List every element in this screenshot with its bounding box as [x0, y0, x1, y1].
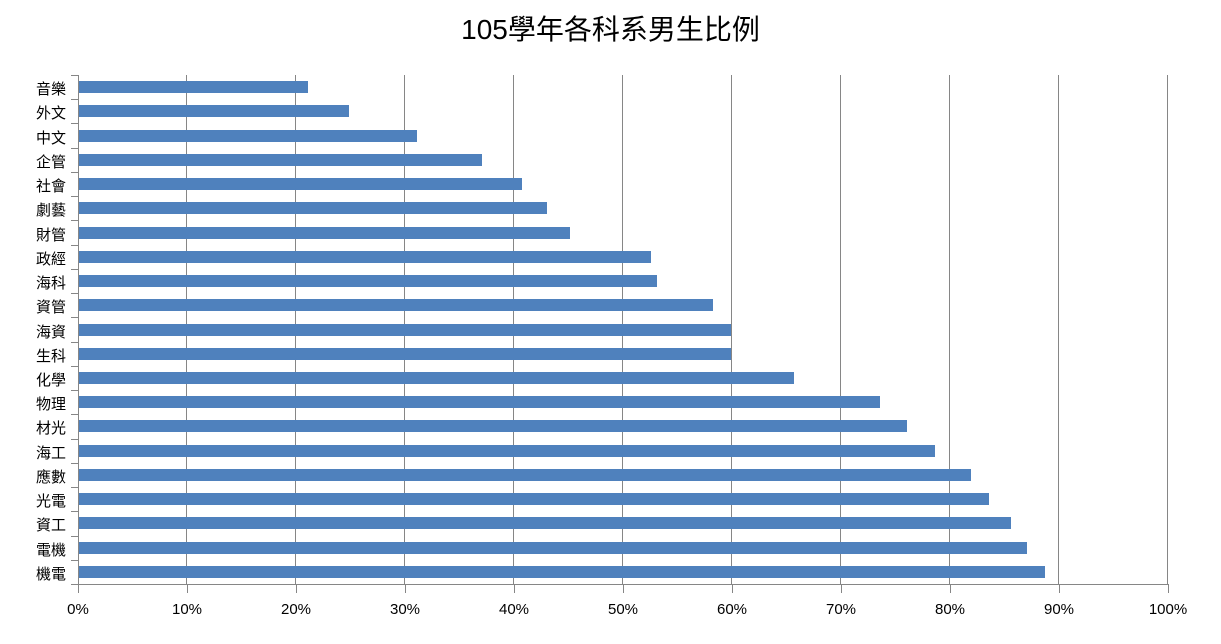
bar-財管	[79, 226, 570, 239]
y-axis-tick	[71, 560, 78, 561]
x-axis-label: 0%	[67, 601, 89, 618]
y-axis-label: 應數	[35, 468, 66, 486]
x-axis-line	[71, 584, 1169, 585]
x-axis-label: 60%	[716, 601, 748, 618]
x-axis-tick	[514, 585, 515, 593]
y-axis-tick	[71, 317, 78, 318]
y-axis-label: 政經	[35, 250, 66, 268]
y-axis-label: 劇藝	[35, 202, 66, 220]
plot-area	[78, 75, 1168, 584]
x-axis-label: 30%	[389, 601, 421, 618]
bar-政經	[79, 250, 652, 263]
y-axis-tick	[71, 414, 78, 415]
bar-中文	[79, 129, 417, 142]
x-axis-label: 100%	[1148, 601, 1188, 618]
gridline	[840, 75, 841, 584]
x-axis-label: 90%	[1043, 601, 1075, 618]
x-axis-tick	[78, 585, 79, 593]
y-axis-tick	[71, 99, 78, 100]
y-axis-tick	[71, 390, 78, 391]
x-axis-tick	[732, 585, 733, 593]
y-axis-label: 社會	[35, 178, 66, 196]
y-axis-label: 資工	[35, 517, 66, 535]
x-axis-label: 50%	[607, 601, 639, 618]
y-axis-tick	[71, 245, 78, 246]
y-axis-tick	[71, 293, 78, 294]
x-axis-label: 40%	[498, 601, 530, 618]
y-axis-tick	[71, 366, 78, 367]
y-axis-tick	[71, 172, 78, 173]
y-axis-label: 企管	[35, 153, 66, 171]
bar-企管	[79, 153, 483, 166]
y-axis-label: 外文	[35, 105, 66, 123]
bar-應數	[79, 468, 971, 481]
x-axis-tick	[405, 585, 406, 593]
x-axis-tick	[1168, 585, 1169, 593]
y-axis-label: 中文	[35, 129, 66, 147]
y-axis-tick	[71, 584, 78, 585]
bar-化學	[79, 371, 795, 384]
bar-光電	[79, 493, 990, 506]
gridline	[731, 75, 732, 584]
y-axis-label: 海資	[35, 323, 66, 341]
y-axis-label: 海工	[35, 444, 66, 462]
bar-劇藝	[79, 202, 547, 215]
gridline	[1167, 75, 1168, 584]
x-axis-label: 70%	[825, 601, 857, 618]
y-axis-tick	[71, 148, 78, 149]
y-axis-label: 光電	[35, 493, 66, 511]
x-axis-tick	[296, 585, 297, 593]
y-axis-tick	[71, 75, 78, 76]
y-axis-label: 電機	[35, 541, 66, 559]
bar-海工	[79, 444, 935, 457]
bar-海資	[79, 323, 731, 336]
y-axis-tick	[71, 123, 78, 124]
x-axis-label: 10%	[171, 601, 203, 618]
y-axis-tick	[71, 342, 78, 343]
bar-海科	[79, 275, 657, 288]
bar-物理	[79, 396, 881, 409]
bar-社會	[79, 178, 522, 191]
y-axis-tick	[71, 511, 78, 512]
y-axis-line	[78, 75, 79, 585]
y-axis-tick	[71, 439, 78, 440]
y-axis-tick	[71, 196, 78, 197]
y-axis-label: 物理	[35, 396, 66, 414]
bar-音樂	[79, 81, 308, 94]
x-axis-label: 20%	[280, 601, 312, 618]
x-axis-label: 80%	[934, 601, 966, 618]
y-axis-label: 機電	[35, 565, 66, 583]
y-axis-label: 財管	[35, 226, 66, 244]
y-axis-label: 資管	[35, 299, 66, 317]
y-axis-label: 海科	[35, 275, 66, 293]
gridline	[949, 75, 950, 584]
y-axis-label: 化學	[35, 371, 66, 389]
y-axis-tick	[71, 536, 78, 537]
y-axis-label: 材光	[35, 420, 66, 438]
y-axis-tick	[71, 463, 78, 464]
x-axis-tick	[187, 585, 188, 593]
x-axis-tick	[950, 585, 951, 593]
bar-電機	[79, 541, 1028, 554]
x-axis-tick	[1059, 585, 1060, 593]
bar-資管	[79, 299, 714, 312]
y-axis-label: 生科	[35, 347, 66, 365]
x-axis-tick	[841, 585, 842, 593]
bar-外文	[79, 105, 350, 118]
x-axis-tick	[623, 585, 624, 593]
bar-材光	[79, 420, 908, 433]
gridline	[1058, 75, 1059, 584]
chart-title: 105學年各科系男生比例	[461, 14, 760, 45]
bar-機電	[79, 565, 1045, 578]
y-axis-label: 音樂	[35, 81, 66, 99]
y-axis-tick	[71, 220, 78, 221]
bar-生科	[79, 347, 731, 360]
bar-資工	[79, 517, 1011, 530]
y-axis-tick	[71, 269, 78, 270]
y-axis-tick	[71, 487, 78, 488]
